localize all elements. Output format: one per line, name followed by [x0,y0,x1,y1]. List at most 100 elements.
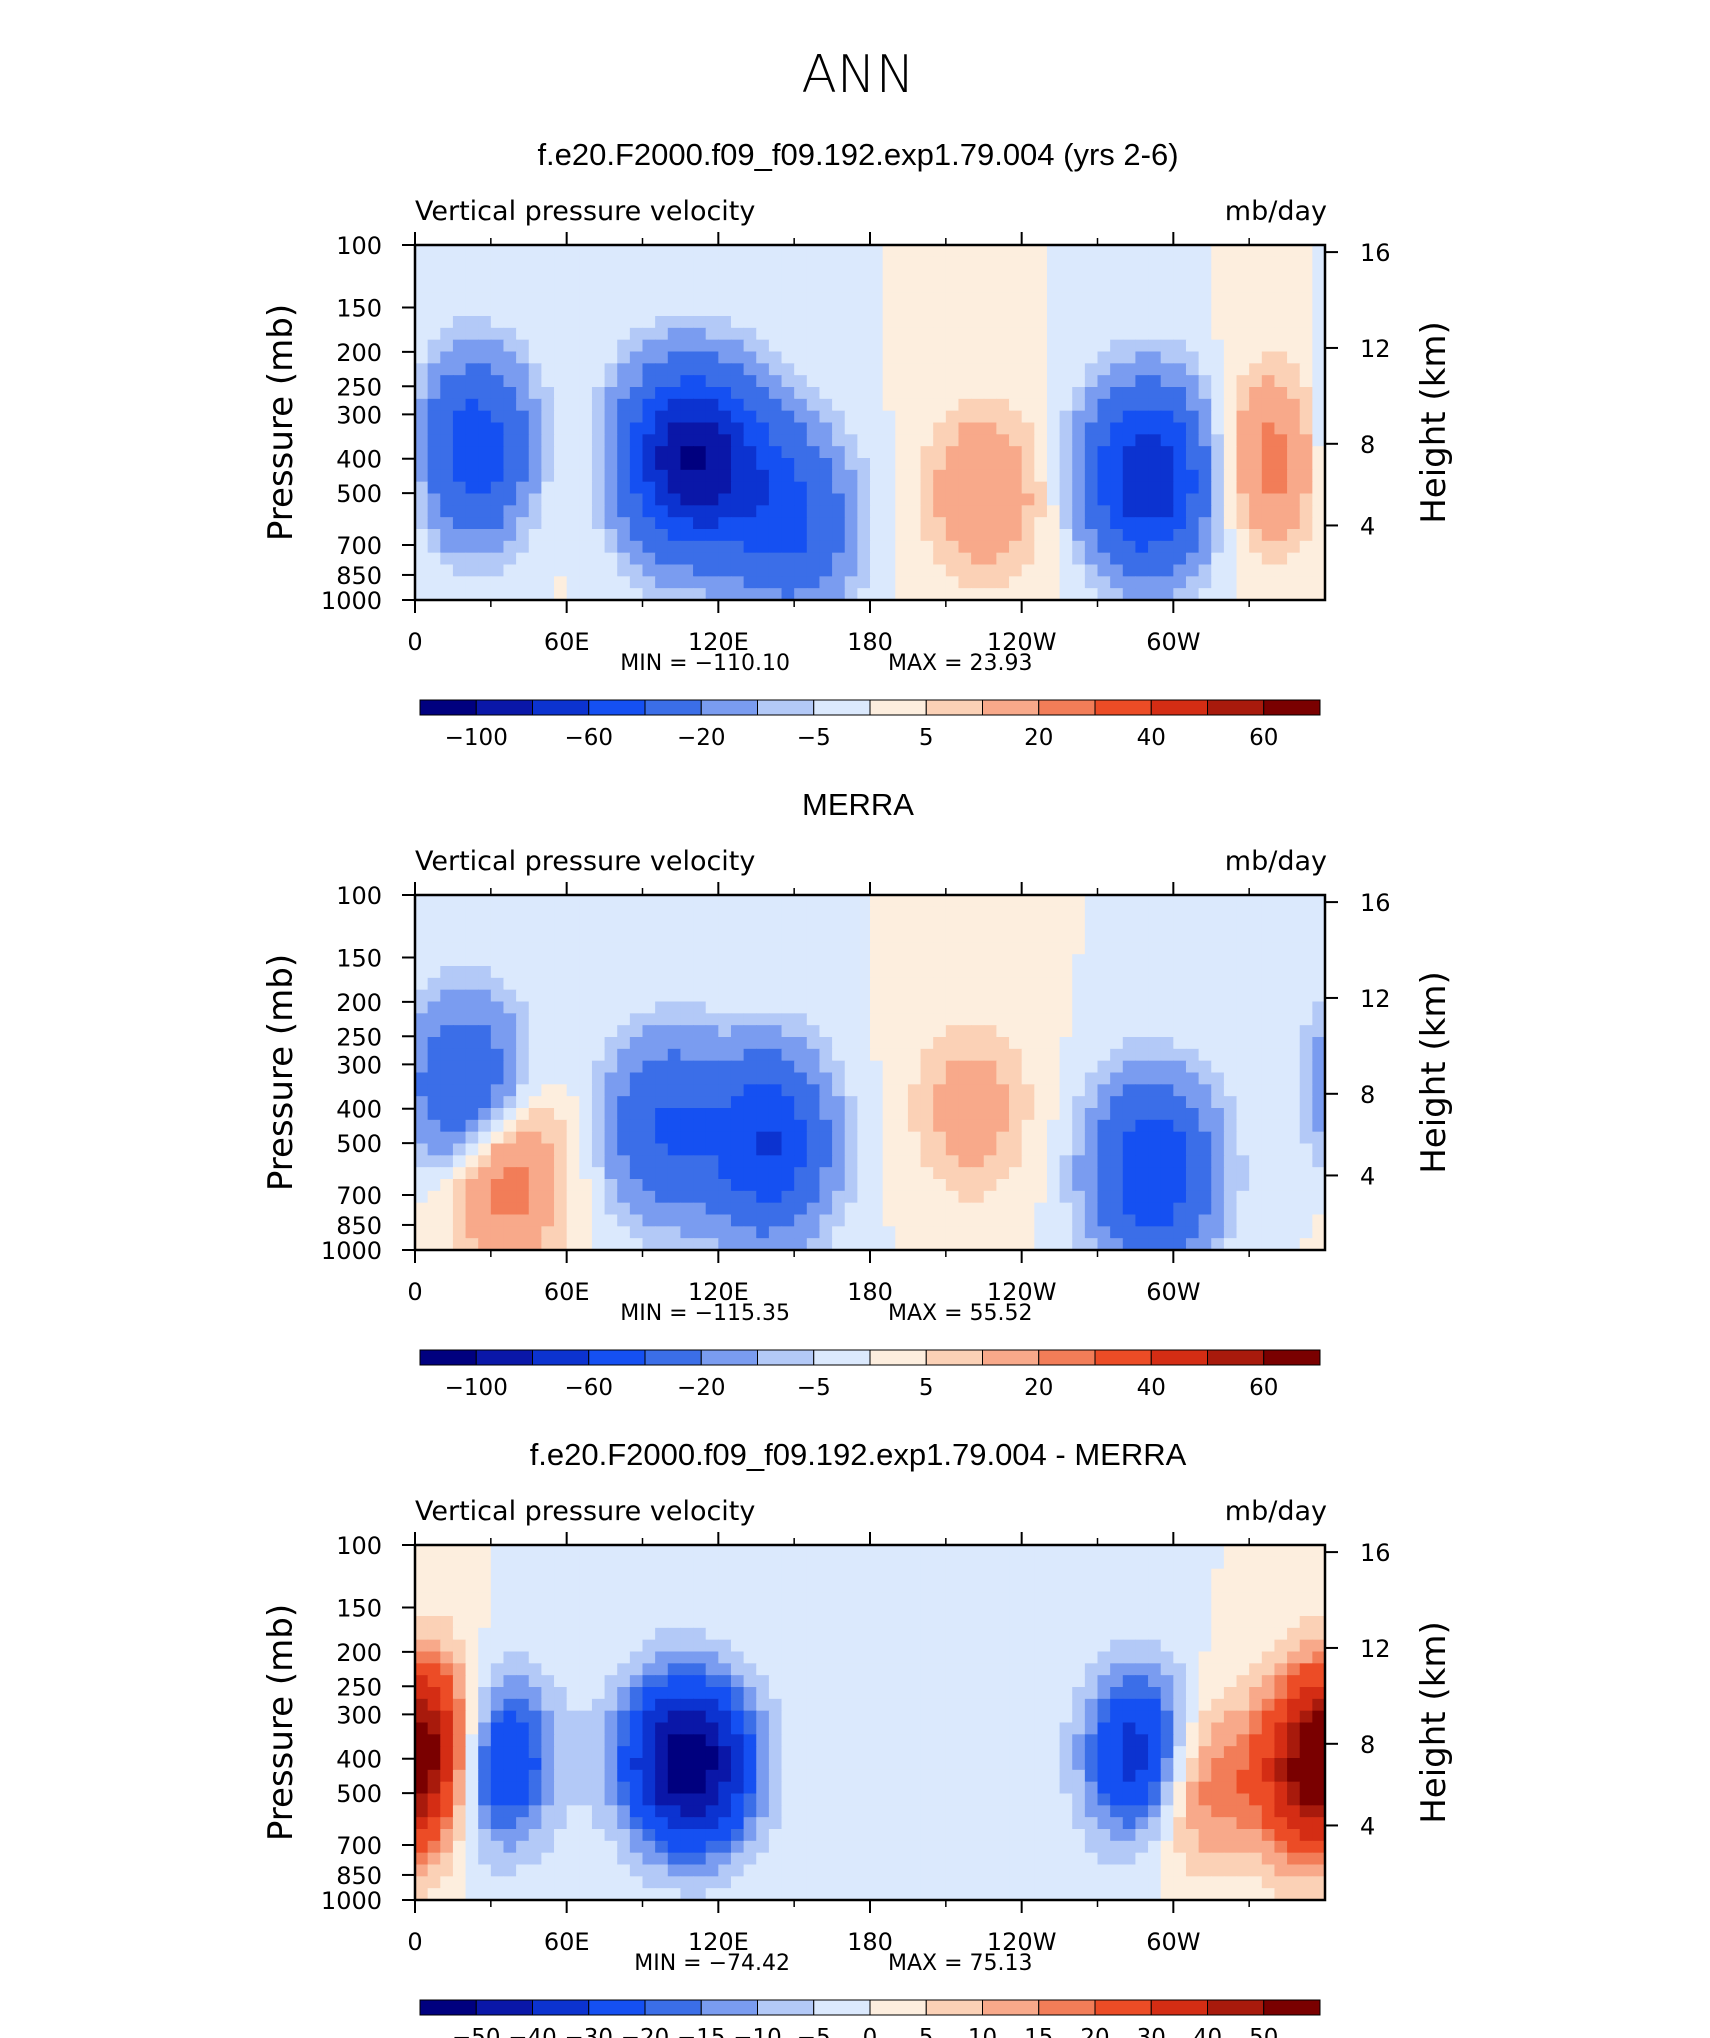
field-cell [705,304,719,317]
field-cell [971,1592,985,1605]
field-cell [781,1048,795,1062]
field-cell [591,906,606,920]
field-cell [705,339,719,353]
field-cell [465,517,479,530]
field-cell [756,327,770,341]
field-cell [819,458,833,471]
field-cell [756,1037,770,1050]
field-cell [870,1545,884,1558]
field-cell [1059,966,1073,979]
field-cell [718,1616,732,1629]
field-cell [604,434,618,447]
field-cell [832,327,846,341]
field-cell [1110,1580,1124,1593]
field-cell [516,1048,530,1062]
field-cell [730,1084,745,1097]
field-cell [629,446,644,459]
field-cell [705,588,719,601]
field-cell [693,1001,707,1014]
field-cell [1299,1037,1313,1050]
field-cell [503,1580,517,1593]
field-cell [604,552,618,566]
field-cell [996,316,1010,329]
field-cell [1110,387,1124,400]
field-cell [857,1214,871,1227]
field-cell [1185,351,1200,364]
field-cell [465,540,479,554]
field-cell [680,1190,694,1204]
field-cell [1009,387,1023,400]
field-cell [895,493,909,506]
field-cell [907,1226,922,1239]
field-cell [705,942,719,955]
field-cell [1223,1545,1238,1558]
field-cell [768,1604,783,1617]
field-cell [1059,954,1073,967]
field-cell [781,1037,795,1050]
field-cell [1084,245,1099,258]
field-cell [907,529,922,542]
field-cell [1084,446,1099,459]
field-cell [427,906,441,920]
field-cell [415,363,429,376]
field-cell [1274,1096,1288,1109]
field-cell [591,1190,606,1204]
field-cell [1059,1592,1073,1605]
field-cell [794,1108,808,1121]
field-cell [1072,351,1086,364]
field-cell [629,375,644,388]
field-cell [604,989,618,1003]
y-tick-label: 250 [336,373,382,401]
field-cell [806,1214,821,1227]
field-cell [718,398,732,412]
field-cell [983,977,997,991]
field-cell [730,1143,745,1156]
field-cell [996,1048,1010,1062]
field-cell [1274,1013,1288,1026]
field-cell [1299,942,1313,955]
field-cell [971,942,985,955]
field-cell [743,422,757,435]
field-cell [1312,918,1326,932]
field-cell [1072,895,1086,908]
field-cell [1249,446,1263,459]
field-cell [945,304,960,317]
field-cell [832,1013,846,1026]
field-cell [1185,398,1200,412]
field-cell [642,1060,656,1074]
field-cell [1211,942,1225,955]
field-cell [1261,930,1276,943]
field-cell [1287,977,1301,991]
field-cell [857,327,871,341]
field-cell [566,1592,580,1605]
field-cell [1211,1096,1225,1109]
field-cell [1261,280,1276,293]
field-cell [882,256,896,270]
field-cell [870,458,884,471]
field-cell [832,954,846,967]
field-cell [541,906,555,920]
field-cell [844,375,858,388]
field-cell [642,1108,656,1121]
field-cell [516,434,530,447]
field-cell [907,1025,922,1038]
field-cell [794,434,808,447]
field-cell [907,1013,922,1026]
field-cell [1072,954,1086,967]
field-cell [1021,1214,1035,1227]
field-cell [1009,422,1023,435]
field-cell [1185,410,1200,424]
field-cell [895,529,909,542]
field-cell [478,588,492,601]
field-cell [680,339,694,353]
field-cell [680,245,694,258]
field-cell [566,576,580,589]
field-cell [870,280,884,293]
field-cell [617,481,631,495]
field-cell [655,1580,669,1593]
field-cell [857,517,871,530]
field-cell [566,918,580,932]
field-cell [1021,930,1035,943]
field-cell [857,1048,871,1062]
field-cell [1046,1025,1061,1038]
